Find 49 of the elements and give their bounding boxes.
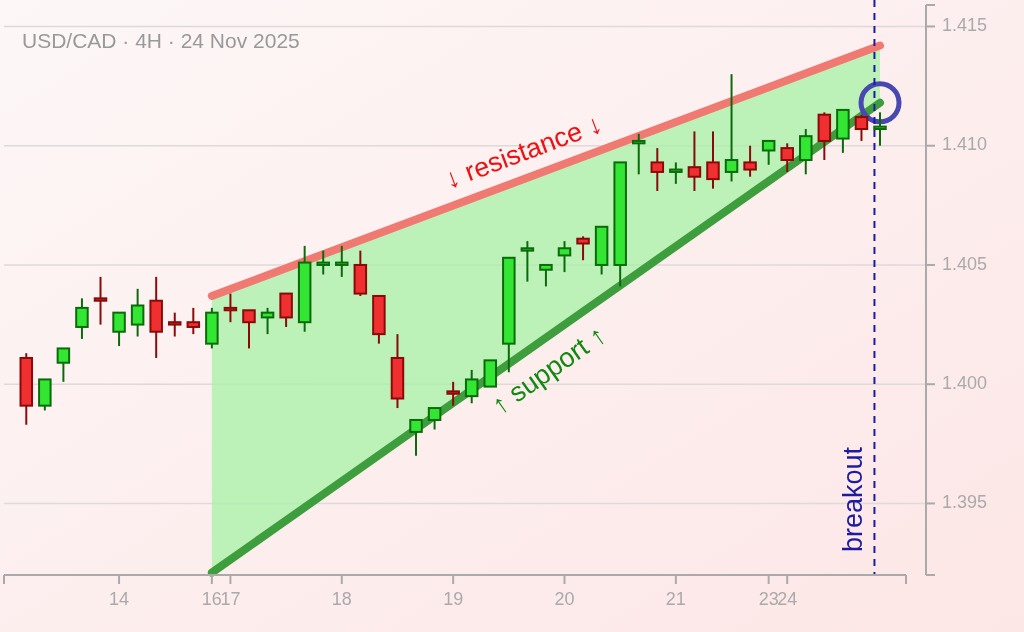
candlestick (316, 249, 330, 276)
candlestick (520, 240, 535, 283)
y-tick-label: 1.415 (942, 15, 988, 36)
candlestick (112, 311, 126, 348)
x-tick-label: 24 (777, 589, 798, 609)
candlestick (464, 368, 479, 405)
candlestick (335, 244, 349, 278)
y-tick-label: 1.410 (942, 134, 988, 155)
candlestick (130, 287, 145, 338)
x-tick-label: 17 (220, 589, 241, 609)
text: USD/CAD · 4H · 24 Nov 2025 (22, 29, 300, 52)
candlestick (242, 309, 256, 350)
candlestick (576, 235, 590, 262)
x-tick-label: 20 (554, 589, 575, 609)
candlestick (186, 306, 201, 336)
candlestick (799, 128, 813, 176)
y-tick-label: 1.405 (942, 253, 988, 274)
candlestick (687, 130, 702, 193)
candlestick (631, 132, 646, 176)
x-tick-label: 23 (758, 589, 779, 609)
candlestick (873, 111, 887, 147)
candlestick (446, 380, 460, 407)
candlestick (93, 275, 108, 326)
y-tick-label: 1.395 (942, 492, 988, 513)
candlestick (409, 418, 423, 457)
candlestick (706, 130, 720, 190)
candlestick (743, 144, 757, 178)
candlestick (780, 142, 794, 173)
candlestick (427, 407, 442, 431)
candlestick (724, 73, 739, 183)
x-tick-label: 19 (443, 589, 464, 609)
candlestick (56, 347, 71, 383)
candlestick (279, 292, 293, 328)
candlestick (260, 306, 275, 336)
candlestick (669, 161, 683, 185)
y-tick-label: 1.400 (942, 372, 988, 393)
candlestick (539, 263, 553, 288)
candlestick (223, 292, 238, 324)
x-tick-label: 16 (201, 589, 222, 609)
candlestick (557, 240, 572, 274)
annotation: breakout (838, 446, 869, 552)
candlestick (761, 139, 776, 166)
candlestick (168, 311, 182, 338)
candlestick (75, 297, 89, 340)
x-tick-label: 14 (109, 589, 130, 609)
x-tick-label: 21 (665, 589, 686, 609)
x-tick-label: 18 (331, 589, 352, 609)
candlestick (854, 113, 869, 142)
candlestick (650, 147, 665, 193)
